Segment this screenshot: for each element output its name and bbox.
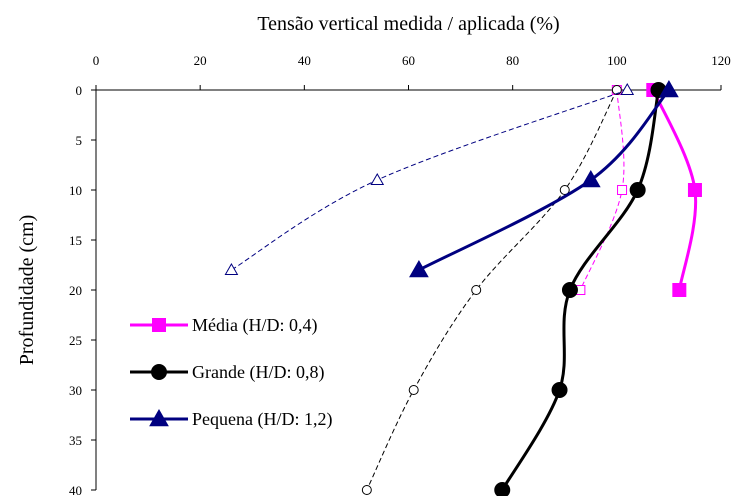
series-4 xyxy=(361,85,622,495)
series-line xyxy=(418,89,671,272)
y-tick-label: 5 xyxy=(76,133,83,148)
data-point xyxy=(659,79,679,98)
y-tick-label: 35 xyxy=(69,433,82,448)
series-line xyxy=(366,89,618,491)
y-tick-label: 40 xyxy=(69,483,82,496)
data-point xyxy=(551,382,568,398)
data-point xyxy=(408,385,419,395)
data-point xyxy=(559,185,570,195)
x-tick-label: 100 xyxy=(607,53,627,68)
data-point xyxy=(611,85,622,95)
legend-entry: Pequena (H/D: 1,2) xyxy=(130,408,332,430)
data-point xyxy=(471,285,482,295)
series-2 xyxy=(409,79,679,278)
y-tick-label: 10 xyxy=(69,183,82,198)
data-point xyxy=(617,185,628,195)
data-point xyxy=(580,169,601,188)
x-tick-label: 120 xyxy=(711,53,731,68)
series-1 xyxy=(494,82,667,498)
data-point xyxy=(561,282,578,298)
x-tick-label: 20 xyxy=(194,53,207,68)
axes: 0 20 40 60 80 100 120 0 5 10 15 20 25 30 35 40 xyxy=(69,53,731,498)
y-tick-label: 25 xyxy=(69,333,82,348)
legend-entry: Média (H/D: 0,4) xyxy=(130,315,317,336)
y-tick-label: 30 xyxy=(69,383,82,398)
legend-label: Pequena (H/D: 1,2) xyxy=(192,409,332,430)
data-point xyxy=(370,172,385,185)
x-tick-label: 80 xyxy=(506,53,519,68)
data-point xyxy=(494,482,511,498)
legend-marker xyxy=(152,318,166,332)
legend: Média (H/D: 0,4) Grande (H/D: 0,8) Pequena… xyxy=(130,315,332,430)
data-point xyxy=(409,259,429,278)
data-point xyxy=(629,182,646,198)
legend-marker xyxy=(151,364,167,380)
y-tick-label: 15 xyxy=(69,233,82,248)
series-5 xyxy=(224,82,635,275)
x-tick-label: 60 xyxy=(402,53,415,68)
legend-label: Média (H/D: 0,4) xyxy=(192,315,317,336)
series-line xyxy=(231,89,628,271)
x-axis-title: Tensão vertical medida / aplicada (%) xyxy=(257,13,559,35)
y-tick-label: 20 xyxy=(69,283,82,298)
data-point xyxy=(224,262,239,275)
y-axis-title: Profundidade (cm) xyxy=(16,215,38,366)
y-tick-label: 0 xyxy=(76,83,83,98)
x-tick-label: 40 xyxy=(298,53,311,68)
legend-entry: Grande (H/D: 0,8) xyxy=(130,362,324,383)
data-point xyxy=(687,183,702,197)
legend-marker xyxy=(149,408,169,427)
data-point xyxy=(620,82,635,95)
data-point xyxy=(361,485,372,495)
legend-label: Grande (H/D: 0,8) xyxy=(192,362,324,383)
plot-area xyxy=(224,79,702,498)
x-tick-label: 0 xyxy=(93,53,100,68)
data-point xyxy=(672,283,687,297)
